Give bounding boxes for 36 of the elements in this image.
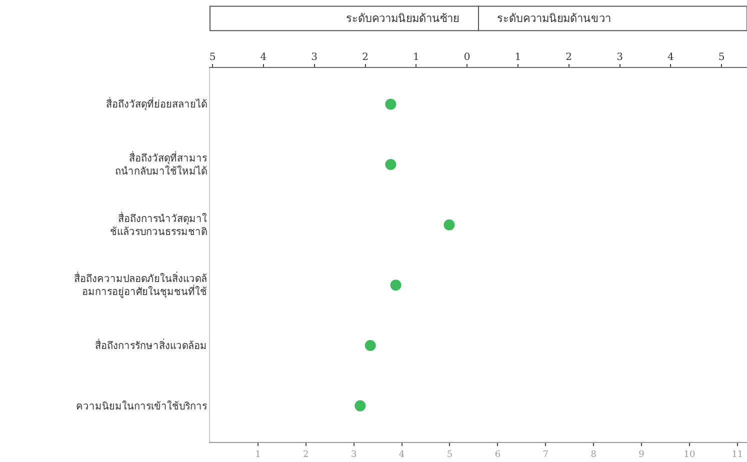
x-tick-label: 9 <box>638 450 645 460</box>
x-tick-label: 7 <box>542 450 549 460</box>
x2-tick-label: 4 <box>667 52 674 63</box>
x-tick-label: 11 <box>732 450 744 460</box>
y-tick-label: ความนิยมในการเข้าใช้บริการ <box>76 400 208 412</box>
point <box>385 98 396 110</box>
x2-tick-label: 2 <box>362 52 368 63</box>
x2-tick-label: 5 <box>209 52 216 63</box>
text: ระดับความนิยมด้านขวา <box>497 12 611 25</box>
y-tick-label: สื่อถึงความปลอดภัยในสิ่งแวดล้อมการอยู่อาศัยในชุมชนที่ใช้ <box>74 271 207 298</box>
x2-tick-label: 5 <box>718 52 725 63</box>
point <box>390 280 402 291</box>
x-tick-label: 2 <box>303 450 309 460</box>
x-tick-label: 10 <box>684 450 696 460</box>
x-tick-label: 6 <box>494 450 501 460</box>
x-tick-label: 8 <box>590 450 597 460</box>
y-tick-label: สื่อถึงการนำวัสดุมาใช้แล้วรบกวนธรรมชาติ <box>110 210 207 238</box>
text: ระดับความนิยมด้านซ้าย <box>346 12 459 25</box>
y-tick-label: สื่อถึงวัสดุที่ย่อยสลายได้ <box>106 96 207 111</box>
point <box>364 340 376 351</box>
point <box>354 400 366 412</box>
x2-tick-label: 3 <box>616 52 623 63</box>
x-tick-label: 5 <box>446 450 453 460</box>
point <box>385 159 396 170</box>
x2-tick-label: 3 <box>311 52 318 63</box>
y-tick-label: สื่อถึงวัสดุที่สามารถนำกลับมาใช้ใหม่ได้ <box>115 150 208 178</box>
x2-tick-label: 1 <box>514 52 522 63</box>
x-tick-label: 3 <box>350 450 357 460</box>
x-tick-label: 1 <box>255 450 261 460</box>
x2-tick-label: 1 <box>412 52 420 63</box>
y-tick-label: สื่อถึงการรักษาสิ่งแวดล้อม <box>95 338 207 352</box>
x2-tick-label: 0 <box>464 52 470 63</box>
x2-tick-label: 4 <box>260 52 267 63</box>
x2-tick-label: 2 <box>566 52 572 63</box>
x-tick-label: 4 <box>398 450 405 460</box>
point <box>444 219 455 230</box>
